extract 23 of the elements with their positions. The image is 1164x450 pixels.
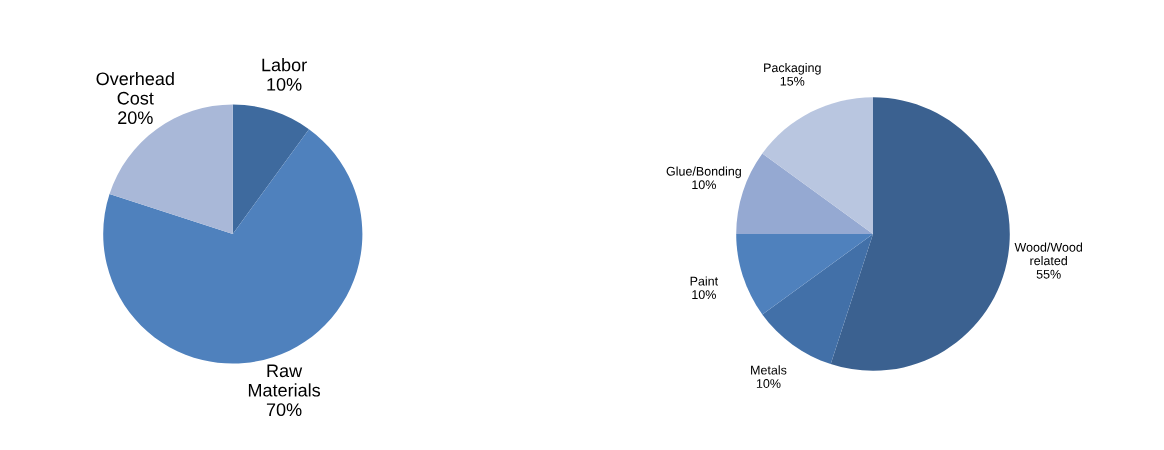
pie-slice [736, 234, 873, 315]
pie-slice [109, 104, 233, 234]
slice-label: Raw Materials [248, 364, 321, 397]
slice-label: Metals [751, 365, 787, 375]
data-label: 10% [692, 290, 716, 300]
slice-label: Paint [690, 276, 719, 286]
slice-label: Labor [262, 58, 307, 72]
pie-slice [232, 104, 309, 234]
pie-slice [762, 234, 873, 365]
data-label: 70% [266, 403, 302, 417]
data-label: 55% [1036, 269, 1061, 279]
pie-slice [103, 129, 363, 364]
pie-slice [830, 97, 1010, 371]
data-label: 10% [756, 379, 781, 388]
data-label: 20% [118, 111, 153, 125]
data-label: 10% [692, 180, 716, 190]
slice-label: Wood/Wood related [1014, 242, 1083, 266]
slice-label: Glue/Bonding [666, 166, 741, 179]
slice-label: Packaging [764, 62, 821, 75]
data-label: 10% [267, 78, 302, 91]
data-label: 15% [780, 76, 805, 86]
slice-label: Overhead Cost [96, 71, 174, 105]
pie-slice [762, 97, 873, 234]
